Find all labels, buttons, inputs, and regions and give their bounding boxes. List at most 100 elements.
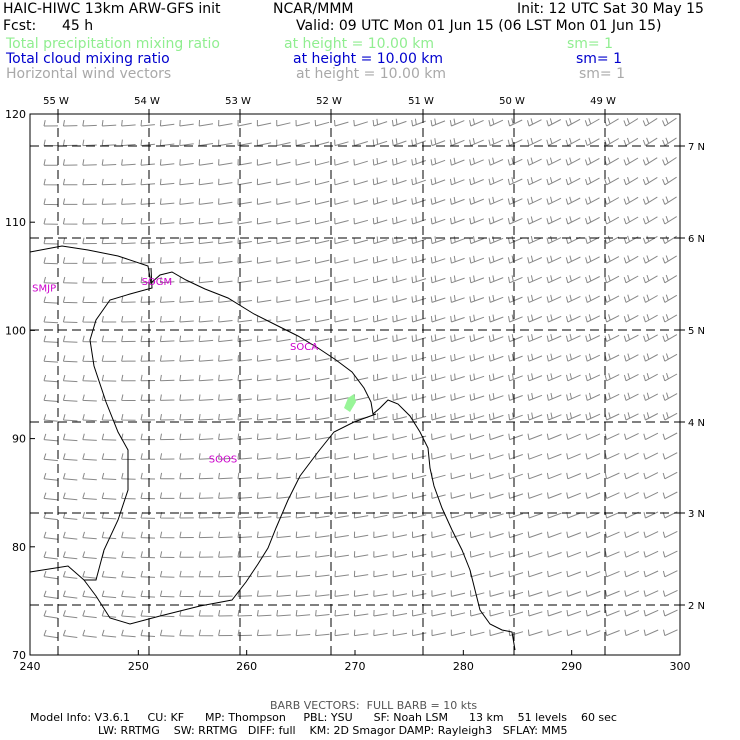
wind-barb [450,373,465,382]
wind-barb [411,177,426,186]
wind-barb [140,394,156,401]
wind-barb [353,609,369,617]
wind-barb [604,235,620,245]
wind-barb [353,629,369,637]
wind-barb [237,315,252,323]
wind-barb [565,294,581,303]
lat-label: 4 N [688,418,705,429]
wind-barb [121,257,136,264]
wind-barb [469,551,485,558]
wind-barb [392,629,408,637]
wind-barb [585,255,600,264]
wind-barb [101,355,117,362]
wind-barb [101,531,117,540]
wind-barb [140,237,156,245]
wind-barb [373,433,388,441]
wind-barb [121,296,136,303]
wind-barb [604,472,620,480]
wind-barb [82,472,97,481]
wind-barb [430,255,446,264]
wind-barb [411,236,427,245]
wind-barb [62,374,78,383]
wind-barb [256,257,272,264]
wind-barb [43,531,58,540]
wind-barb [256,551,272,558]
wind-barb [256,610,272,617]
wind-barb [546,392,562,401]
wind-barb [256,531,272,539]
wind-barb [353,355,369,362]
wind-barb [643,452,659,460]
wind-barb [527,453,543,460]
wind-barb [334,198,349,205]
wind-barb [604,373,620,382]
wind-barb [237,551,253,558]
wind-barb [62,139,78,147]
wind-barb [62,394,78,402]
wind-barb [43,257,59,265]
wind-barb [372,216,388,225]
wind-barb [256,629,272,637]
wind-barb [295,570,311,578]
wind-barb [643,353,658,362]
wind-barb [276,610,291,617]
wind-barb [121,551,136,559]
wind-barb [256,453,272,460]
wind-barb [392,256,407,264]
wind-barb [662,176,677,186]
wind-barb [527,570,543,578]
wind-barb [412,629,427,637]
wind-barb [662,372,678,382]
wind-barb [392,177,407,186]
wind-barb [624,570,640,578]
wind-barb [353,276,369,284]
lon-label: 49 W [590,96,616,107]
wind-barb [43,414,58,422]
wind-barb [101,629,117,638]
wind-barb [276,590,291,597]
wind-barb [198,374,214,382]
wind-barb [218,355,233,362]
wind-barb [62,629,78,638]
wind-barb [391,138,407,147]
wind-barb [295,453,311,460]
wind-barb [334,472,349,480]
wind-barb [43,139,58,147]
wind-barb [353,551,369,558]
wind-barb [121,433,136,441]
wind-barb [295,119,310,127]
wind-barb [392,295,407,303]
wind-barb [159,296,175,303]
wind-barb [488,255,504,264]
wind-barb [488,236,504,245]
wind-barb [450,492,466,499]
wind-barb [237,119,252,127]
wind-barb [469,295,485,303]
wind-barb [642,117,658,127]
wind-barb [469,433,485,441]
wind-barb [662,333,678,343]
wind-barb [623,216,639,225]
wind-barb [642,176,658,186]
wind-barb [314,159,330,166]
wind-barb [295,551,311,558]
wind-barb [218,472,233,480]
wind-barb [604,551,620,558]
wind-barb [159,374,175,382]
wind-barb [218,178,233,186]
wind-barb [488,334,504,343]
wind-barb [218,590,233,597]
wind-barb [82,531,97,540]
wind-barb [527,196,542,205]
wind-barb [140,119,155,127]
wind-barb [488,138,504,147]
wind-barb [508,531,524,539]
wind-barb [140,374,156,382]
wind-barb [43,198,59,206]
wind-barb [642,137,658,147]
wind-barb [643,511,659,519]
wind-barb [353,531,369,539]
station-label: SMJP [32,283,56,294]
wind-barb [623,196,639,205]
fcst-label: Fcst: [3,18,37,34]
